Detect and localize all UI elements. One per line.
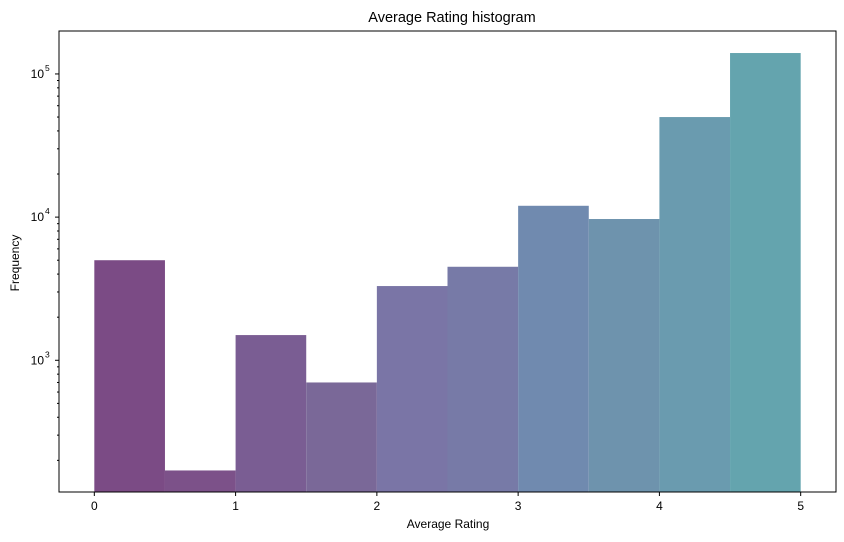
x-tick-label: 2	[374, 499, 381, 513]
y-tick-label: 10	[31, 67, 45, 81]
histogram-bar	[235, 335, 307, 492]
y-tick-exponent: 4	[45, 206, 50, 216]
histogram-bar	[588, 219, 660, 492]
x-tick-label: 5	[797, 499, 804, 513]
bars-group	[94, 53, 801, 493]
y-tick-exponent: 5	[45, 63, 50, 73]
y-tick-label: 10	[31, 353, 45, 367]
plot-frame	[58, 30, 837, 493]
histogram-bar	[518, 205, 589, 493]
y-tick-exponent: 3	[45, 349, 50, 359]
histogram-bar	[376, 286, 448, 492]
x-tick-label: 4	[656, 499, 663, 513]
histogram-bar	[730, 53, 801, 493]
x-tick-label: 3	[515, 499, 522, 513]
histogram-bar	[447, 266, 519, 492]
histogram-bar	[94, 260, 165, 492]
y-tick-label: 10	[31, 210, 45, 224]
histogram-bar	[164, 470, 236, 492]
y-axis-label: Frequency	[8, 235, 22, 292]
chart-title: Average Rating histogram	[368, 10, 535, 26]
histogram-bar	[306, 382, 377, 492]
x-axis-label: Average Rating	[407, 517, 490, 531]
x-tick-label: 0	[91, 499, 98, 513]
histogram-bar	[659, 117, 731, 492]
x-tick-label: 1	[232, 499, 239, 513]
